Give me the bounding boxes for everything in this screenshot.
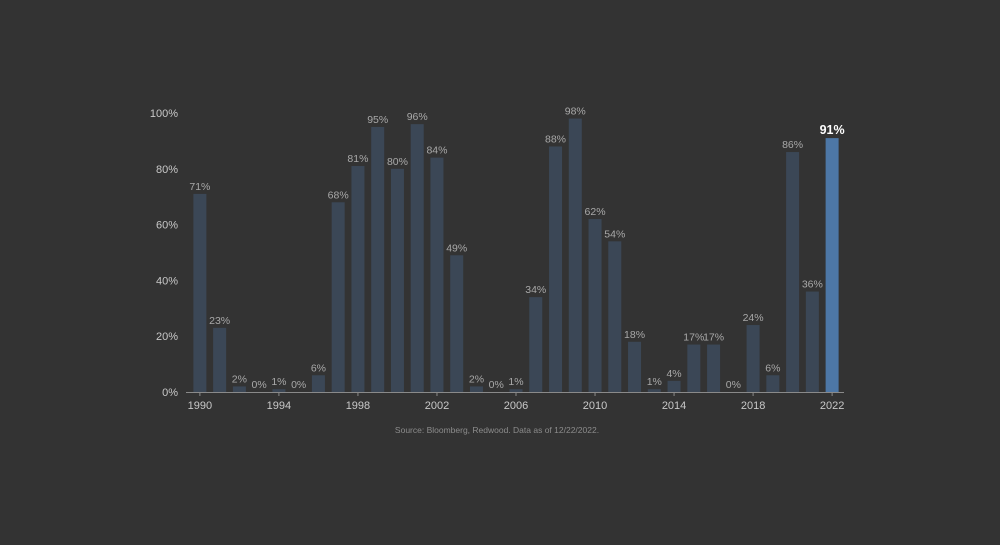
data-label-2015: 17% <box>683 332 704 344</box>
bar-2013 <box>647 389 661 392</box>
bar-2001 <box>410 124 424 392</box>
bar-2010 <box>588 219 602 392</box>
bar-2000 <box>390 168 404 392</box>
data-label-2007: 34% <box>525 284 546 296</box>
data-labels-group: 71% 23% 2% 0% 1% 0% 6% 68% 81% 95% 80% 96% 84% 49% 2% 0… <box>189 106 844 391</box>
bar-1990 <box>193 193 207 392</box>
data-label-1997: 68% <box>328 189 349 201</box>
bar-1991 <box>213 327 227 392</box>
y-tick-label: 0% <box>162 387 178 399</box>
data-label-2014: 4% <box>666 368 681 380</box>
data-label-2008: 88% <box>545 133 566 145</box>
x-tick-label: 2006 <box>504 400 528 412</box>
x-tick-label: 2022 <box>820 400 844 412</box>
data-label-2010: 62% <box>585 206 606 218</box>
data-label-1991: 23% <box>209 315 230 327</box>
data-label-2005: 0% <box>489 379 504 391</box>
data-label-2006: 1% <box>508 376 523 388</box>
bar-2003 <box>450 255 464 392</box>
data-label-1999: 95% <box>367 114 388 126</box>
bar-1997 <box>331 202 345 392</box>
bar-2015 <box>687 344 701 392</box>
bar-2014 <box>667 380 681 392</box>
bar-2011 <box>608 241 622 392</box>
bar-2020 <box>786 152 800 392</box>
data-label-2016: 17% <box>703 332 724 344</box>
data-label-2000: 80% <box>387 156 408 168</box>
x-tick-label: 2002 <box>425 400 449 412</box>
data-label-1992: 2% <box>232 373 247 385</box>
data-label-2013: 1% <box>647 376 662 388</box>
data-label-1995: 0% <box>291 379 306 391</box>
y-tick-label: 40% <box>156 275 178 287</box>
y-tick-label: 60% <box>156 220 178 232</box>
bar-1996 <box>311 375 325 392</box>
x-tick-label: 2018 <box>741 400 765 412</box>
data-label-2021: 36% <box>802 279 823 291</box>
y-axis: 0% 20% 40% 60% 80% 100% <box>150 108 178 399</box>
data-label-2018: 24% <box>743 312 764 324</box>
bar-2006 <box>509 389 523 392</box>
x-tick-label: 1994 <box>267 400 291 412</box>
x-tick-label: 2010 <box>583 400 607 412</box>
bars-group <box>193 118 839 392</box>
source-note: Source: Bloomberg, Redwood. Data as of 1… <box>395 425 599 435</box>
data-label-2004: 2% <box>469 373 484 385</box>
data-label-2019: 6% <box>765 362 780 374</box>
x-tick-label: 1998 <box>346 400 370 412</box>
bar-1998 <box>351 166 365 392</box>
bar-2007 <box>529 297 543 392</box>
bar-2004 <box>469 386 483 392</box>
bar-1999 <box>371 126 385 392</box>
data-label-1998: 81% <box>347 153 368 165</box>
bar-2019 <box>766 375 780 392</box>
data-label-1990: 71% <box>189 181 210 193</box>
y-tick-label: 80% <box>156 164 178 176</box>
bar-2008 <box>549 146 563 392</box>
bar-2021 <box>805 291 819 392</box>
data-label-2020: 86% <box>782 139 803 151</box>
data-label-1993: 0% <box>252 379 267 391</box>
y-tick-label: 20% <box>156 331 178 343</box>
data-label-2017: 0% <box>726 379 741 391</box>
data-label-2022: 91% <box>820 123 845 137</box>
data-label-2011: 54% <box>604 228 625 240</box>
data-label-2002: 84% <box>426 145 447 157</box>
bar-1992 <box>232 386 246 392</box>
data-label-2009: 98% <box>565 106 586 118</box>
data-label-1994: 1% <box>271 376 286 388</box>
bar-2018 <box>746 325 760 392</box>
data-label-2012: 18% <box>624 329 645 341</box>
y-tick-label: 100% <box>150 108 178 120</box>
bar-2009 <box>568 118 582 392</box>
data-label-2001: 96% <box>407 111 428 123</box>
x-axis: 1990 1994 1998 2002 2006 2010 2014 2018 2022 <box>188 392 844 412</box>
bar-2022 <box>825 138 839 392</box>
data-label-1996: 6% <box>311 362 326 374</box>
x-tick-label: 2014 <box>662 400 686 412</box>
bar-2012 <box>628 341 642 392</box>
bar-2002 <box>430 157 444 392</box>
data-label-2003: 49% <box>446 242 467 254</box>
x-tick-label: 1990 <box>188 400 212 412</box>
bar-1994 <box>272 389 286 392</box>
bar-2016 <box>707 344 721 392</box>
